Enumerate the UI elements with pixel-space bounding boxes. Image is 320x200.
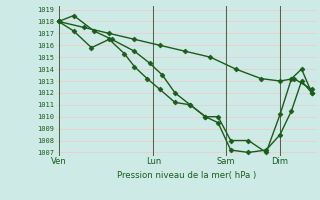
X-axis label: Pression niveau de la mer( hPa ): Pression niveau de la mer( hPa ) xyxy=(117,171,256,180)
